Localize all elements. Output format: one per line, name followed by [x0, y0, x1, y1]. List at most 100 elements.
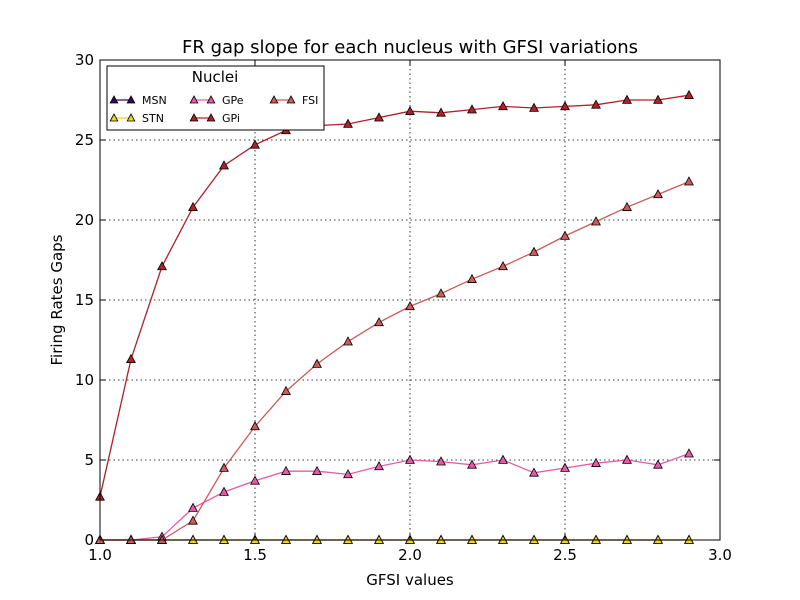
legend-marker-fsi — [286, 95, 296, 104]
data-point-fsi — [250, 421, 260, 431]
data-point-fsi — [188, 515, 198, 525]
y-tick-label: 5 — [84, 451, 94, 469]
x-tick-label: 3.0 — [708, 546, 732, 564]
data-point-stn — [188, 534, 198, 544]
data-point-fsi — [467, 273, 477, 283]
data-point-gpe — [436, 456, 446, 466]
data-point-gpe — [312, 465, 322, 475]
data-point-gpi — [529, 102, 539, 112]
data-point-gpe — [405, 454, 415, 464]
data-point-fsi — [436, 288, 446, 298]
data-point-fsi — [374, 317, 384, 327]
y-tick-label: 15 — [75, 291, 94, 309]
legend-entry-stn: STN — [109, 112, 164, 125]
data-point-stn — [498, 534, 508, 544]
x-tick-label: 1.0 — [88, 546, 112, 564]
data-point-stn — [467, 534, 477, 544]
series-line-fsi — [100, 180, 690, 541]
data-point-fsi — [343, 336, 353, 346]
legend-title: Nuclei — [192, 68, 239, 86]
legend-label-gpi: GPi — [222, 112, 240, 125]
data-point-fsi — [622, 201, 632, 211]
data-point-gpi — [436, 107, 446, 117]
legend-entry-fsi: FSI — [269, 94, 318, 107]
data-point-gpe — [281, 465, 291, 475]
data-point-fsi — [126, 534, 136, 544]
data-point-gpi — [467, 104, 477, 114]
data-point-fsi — [591, 216, 601, 226]
data-point-gpe — [343, 469, 353, 479]
legend-label-fsi: FSI — [302, 94, 318, 107]
data-point-gpi — [157, 261, 167, 271]
legend-frame — [106, 65, 325, 131]
data-point-gpi — [374, 112, 384, 122]
data-point-stn — [622, 534, 632, 544]
data-point-gpe — [188, 502, 198, 512]
legend-entry-gpi: GPi — [189, 112, 240, 125]
data-point-gpe — [622, 454, 632, 464]
data-point-gpi — [591, 99, 601, 109]
data-point-fsi — [219, 462, 229, 472]
legend-marker-gpi — [206, 113, 216, 122]
data-point-fsi — [560, 230, 570, 240]
data-point-fsi — [312, 358, 322, 368]
data-point-fsi — [498, 261, 508, 271]
x-axis-title: GFSI values — [366, 571, 454, 589]
data-point-gpi — [684, 89, 694, 99]
data-point-fsi — [281, 385, 291, 395]
legend-marker-msn — [109, 95, 119, 104]
data-point-fsi — [684, 176, 694, 186]
data-point-gpi — [219, 160, 229, 170]
data-point-stn — [591, 534, 601, 544]
legend-marker-gpe — [189, 95, 199, 104]
data-point-gpi — [405, 105, 415, 115]
y-tick-label: 0 — [84, 531, 94, 549]
legend-entry-msn: MSN — [109, 94, 167, 107]
chart-title: FR gap slope for each nucleus with GFSI … — [182, 37, 638, 58]
data-point-gpi — [622, 94, 632, 104]
axis-ticks: 1.0 1.5 2.0 2.5 3.0 0 5 10 15 20 25 30 — [75, 51, 732, 564]
data-point-gpe — [591, 457, 601, 467]
data-point-gpi — [560, 101, 570, 111]
data-point-stn — [653, 534, 663, 544]
data-point-stn — [529, 534, 539, 544]
data-point-gpi — [653, 94, 663, 104]
data-point-stn — [343, 534, 353, 544]
legend-label-msn: MSN — [142, 94, 167, 107]
y-axis-title: Firing Rates Gaps — [48, 234, 66, 365]
legend-entries: MSN STN GPe GPi FSI — [109, 94, 318, 125]
legend-entry-gpe: GPe — [189, 94, 244, 107]
data-point-stn — [281, 534, 291, 544]
legend-label-stn: STN — [142, 112, 164, 125]
series-line-gpe — [100, 452, 690, 541]
data-point-gpe — [467, 459, 477, 469]
data-point-gpe — [250, 475, 260, 485]
data-point-gpe — [560, 462, 570, 472]
data-point-gpi — [126, 353, 136, 363]
data-point-gpe — [219, 486, 229, 496]
series-group — [95, 89, 694, 544]
y-tick-label: 20 — [75, 211, 94, 229]
x-tick-label: 1.5 — [243, 546, 267, 564]
y-tick-label: 25 — [75, 131, 94, 149]
legend: Nuclei MSN STN GPe GPi FSI — [106, 65, 325, 131]
data-point-gpe — [498, 454, 508, 464]
data-point-stn — [374, 534, 384, 544]
x-tick-label: 2.0 — [398, 546, 422, 564]
series-line-gpi — [99, 94, 690, 497]
legend-marker-msn — [126, 95, 136, 104]
data-point-fsi — [653, 189, 663, 199]
data-point-fsi — [529, 246, 539, 256]
legend-marker-gpi — [189, 113, 199, 122]
y-tick-label: 30 — [75, 51, 94, 69]
y-tick-label: 10 — [75, 371, 94, 389]
data-point-gpi — [188, 201, 198, 211]
data-point-stn — [312, 534, 322, 544]
x-tick-label: 2.5 — [553, 546, 577, 564]
legend-marker-fsi — [269, 95, 279, 104]
data-point-stn — [684, 534, 694, 544]
legend-marker-stn — [126, 113, 136, 122]
data-point-stn — [219, 534, 229, 544]
data-point-fsi — [405, 301, 415, 311]
